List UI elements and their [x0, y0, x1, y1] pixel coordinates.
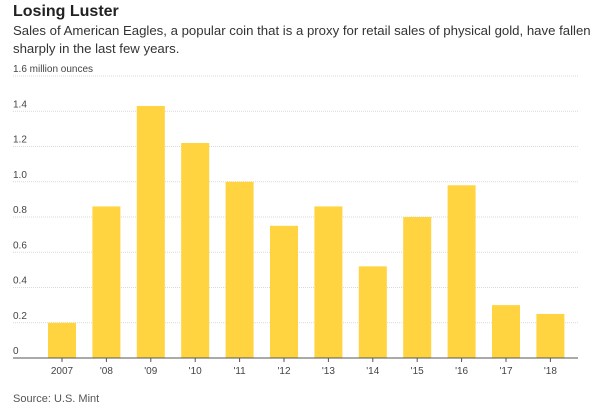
bar: [314, 206, 343, 358]
chart-title: Losing Luster: [13, 3, 119, 20]
y-tick-labels: 0 0.2 0.4 0.6 0.8 1.0 1.2 1.4 1.6 million ounces: [13, 64, 93, 357]
bar: [492, 305, 520, 358]
bar: [181, 142, 210, 358]
bar: [225, 181, 254, 358]
y-tick-label: 0.8: [13, 205, 27, 216]
y-tick-label: 0.4: [13, 276, 27, 287]
x-tick-label: '12: [277, 366, 290, 377]
bars: [48, 105, 565, 359]
bar: [358, 266, 387, 358]
bar: [270, 225, 298, 358]
bar: [403, 217, 432, 358]
y-tick-label: 1.2: [13, 135, 27, 146]
source-note: Source: U.S. Mint: [13, 393, 100, 405]
x-axis: [13, 357, 578, 362]
y-tick-label: 0: [13, 346, 19, 357]
x-tick-label: '15: [411, 366, 424, 377]
x-tick-label: 2007: [51, 366, 74, 377]
bar: [536, 313, 565, 358]
bar: [447, 185, 476, 358]
x-tick-label: '08: [100, 366, 113, 377]
chart-subtitle: Sales of American Eagles, a popular coin…: [13, 23, 591, 56]
x-tick-label: '16: [455, 366, 468, 377]
x-tick-label: '18: [544, 366, 557, 377]
bar: [92, 206, 121, 358]
y-tick-label: 1.0: [13, 170, 27, 181]
x-tick-label: '13: [322, 366, 335, 377]
bar: [136, 105, 165, 359]
bar: [48, 322, 76, 358]
y-tick-label: 0.6: [13, 240, 27, 251]
y-tick-label: 1.4: [13, 99, 27, 110]
y-tick-label: 1.6 million ounces: [13, 64, 93, 75]
x-tick-label: '17: [499, 366, 512, 377]
x-tick-label: '09: [144, 366, 157, 377]
x-tick-labels: 2007 '08 '09 '10 '11 '12 '13 '14 '15 '16 '17 '18: [51, 366, 557, 377]
x-tick-label: '14: [366, 366, 379, 377]
x-tick-label: '11: [233, 366, 246, 377]
x-tick-label: '10: [189, 366, 202, 377]
y-tick-label: 0.2: [13, 311, 27, 322]
